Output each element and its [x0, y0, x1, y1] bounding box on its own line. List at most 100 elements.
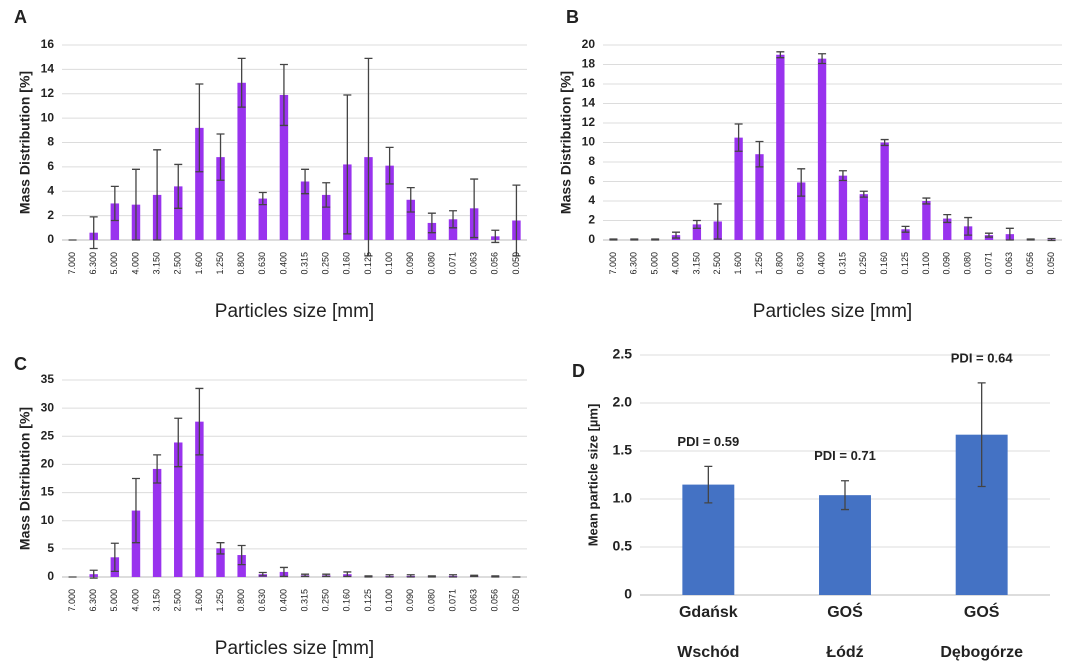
bar	[922, 201, 931, 240]
error-bar	[279, 63, 288, 127]
y-tick-label: 2.5	[613, 346, 633, 362]
error-bar	[406, 186, 415, 213]
x-tick-label: 4.000	[130, 252, 140, 275]
x-tick-label: 0.630	[257, 252, 267, 275]
x-tick-label: 0.100	[384, 252, 394, 275]
x-tick-label: 0.056	[490, 252, 500, 275]
error-bar	[174, 163, 183, 209]
error-bar	[755, 140, 764, 168]
x-tick-label: GOŚ	[964, 602, 1000, 621]
error-bar	[216, 133, 225, 181]
error-bar	[512, 184, 521, 257]
x-tick-label: 5.000	[109, 589, 119, 612]
x-axis-title: Particles size [mm]	[215, 638, 374, 659]
bar	[174, 442, 183, 577]
bar	[279, 94, 289, 240]
bar	[901, 229, 910, 240]
x-tick-label: 4.000	[130, 589, 140, 612]
error-bar	[672, 231, 681, 239]
error-bar	[195, 387, 204, 456]
x-tick-label: 0.090	[405, 589, 415, 612]
x-tick-label: 0.250	[321, 589, 331, 612]
x-tick-label: 5.000	[109, 252, 119, 275]
error-bar	[1026, 238, 1035, 241]
y-tick-label: 8	[588, 154, 595, 168]
error-bar	[153, 454, 162, 484]
x-tick-label: 0.800	[236, 589, 246, 612]
error-bar	[449, 574, 458, 578]
bar	[216, 157, 225, 240]
x-tick-label: Łódź	[826, 644, 863, 661]
x-tick-label: Gdańsk	[679, 604, 738, 621]
x-tick-label: 7.000	[608, 252, 618, 275]
x-tick-label: 0.063	[1004, 252, 1014, 275]
x-tick-label: 0.063	[469, 589, 479, 612]
bar	[734, 137, 743, 240]
error-bar	[470, 574, 479, 578]
error-bar	[922, 197, 931, 205]
bar	[385, 165, 394, 240]
x-tick-label: 0.050	[1046, 252, 1056, 275]
y-tick-label: 10	[41, 110, 55, 124]
x-tick-label: 0.315	[299, 589, 309, 612]
x-tick-label: 0.250	[858, 252, 868, 275]
error-bar	[427, 212, 436, 234]
y-tick-label: 15	[41, 485, 55, 499]
error-bar	[704, 465, 713, 504]
x-tick-label: 0.160	[879, 252, 889, 275]
y-tick-label: 35	[41, 372, 55, 386]
x-tick-label: 0.315	[837, 252, 847, 275]
x-tick-label: 6.300	[88, 589, 98, 612]
x-tick-label: 1.250	[754, 252, 764, 275]
x-tick-label: 3.150	[691, 252, 701, 275]
bar	[406, 199, 415, 240]
y-tick-label: 30	[41, 400, 55, 414]
bar	[152, 468, 162, 577]
x-tick-label: 1.600	[194, 589, 204, 612]
error-bar	[195, 83, 204, 173]
bar	[195, 127, 204, 240]
x-tick-label: 0.063	[469, 252, 479, 275]
x-tick-label: 2.500	[173, 589, 183, 612]
y-tick-label: 4	[588, 193, 595, 207]
x-tick-label: 0.056	[1025, 252, 1035, 275]
x-tick-label: 0.071	[447, 252, 457, 275]
x-tick-label: 0.080	[962, 252, 972, 275]
x-tick-label: 0.160	[342, 252, 352, 275]
bar	[819, 495, 871, 595]
x-tick-label: 1.600	[194, 252, 204, 275]
bar	[131, 510, 141, 577]
x-tick-label: 0.050	[511, 252, 521, 275]
y-tick-label: 10	[582, 135, 596, 149]
x-tick-label: 0.160	[342, 589, 352, 612]
error-bar	[89, 569, 98, 579]
x-tick-label: 1.250	[215, 589, 225, 612]
x-tick-label: 0.080	[426, 252, 436, 275]
y-axis-title: Mass Distribution [%]	[17, 407, 33, 550]
x-tick-label: Wschód	[677, 644, 739, 661]
bar	[776, 54, 785, 240]
error-bar	[385, 146, 394, 185]
error-bar	[977, 382, 986, 488]
y-tick-label: 2	[47, 208, 54, 222]
y-tick-label: 0	[588, 232, 595, 246]
error-bar	[859, 190, 868, 198]
error-bar	[364, 57, 373, 257]
x-tick-label: 2.500	[712, 252, 722, 275]
x-tick-label: 0.630	[257, 589, 267, 612]
x-tick-label: 0.071	[983, 252, 993, 275]
y-axis-title: Mass Distribution [%]	[558, 71, 574, 214]
x-tick-label: 0.315	[299, 252, 309, 275]
x-tick-label: 6.300	[88, 252, 98, 275]
x-tick-label: 2.500	[173, 252, 183, 275]
error-bar	[131, 168, 140, 241]
error-bar	[470, 178, 479, 239]
panel-label: A	[14, 7, 27, 27]
error-bar	[237, 57, 246, 108]
error-bar	[153, 149, 162, 241]
bar	[692, 224, 702, 240]
x-tick-label: 0.125	[363, 252, 373, 275]
y-tick-label: 25	[41, 428, 55, 442]
y-axis-title: Mass Distribution [%]	[17, 71, 33, 214]
y-tick-label: 4	[47, 183, 54, 197]
